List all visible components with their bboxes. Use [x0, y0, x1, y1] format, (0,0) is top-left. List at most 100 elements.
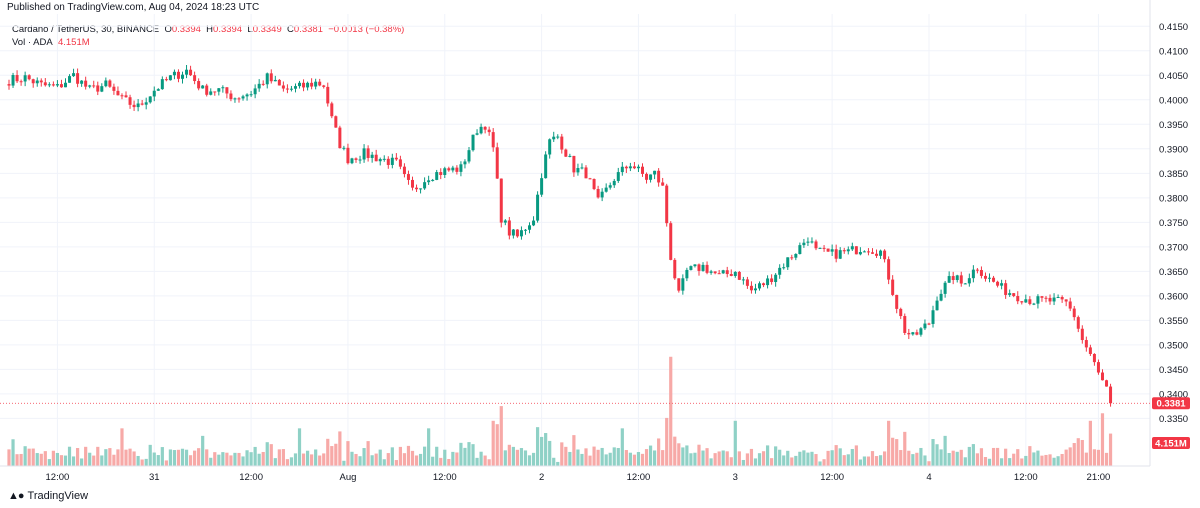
candle-body [1008, 293, 1012, 295]
volume-bar [205, 449, 209, 466]
candle-body [955, 275, 959, 281]
volume-bar [116, 449, 120, 466]
candle-body [136, 103, 140, 108]
candle-body [1032, 303, 1036, 305]
candle-body [802, 242, 806, 246]
volume-bar [761, 451, 766, 466]
volume-bar [172, 450, 177, 466]
volume-bar [301, 453, 306, 466]
close-value: 0.3381 [293, 24, 323, 35]
volume-bar [197, 448, 201, 466]
candle-body [556, 136, 560, 138]
candle-body [120, 95, 124, 97]
candle-body [911, 332, 915, 335]
candle-body [620, 166, 624, 173]
candle-body [261, 83, 265, 85]
volume-bar [1064, 449, 1068, 466]
volume-bar [31, 448, 35, 466]
volume-bar [955, 451, 959, 466]
candle-body [39, 80, 43, 83]
volume-bar [1004, 448, 1008, 466]
candle-body [43, 82, 47, 86]
candle-body [988, 277, 992, 279]
candle-body [499, 178, 503, 223]
y-tick-label: 0.4100 [1159, 46, 1188, 57]
volume-bar [588, 455, 592, 466]
candle-body [374, 154, 378, 162]
candle-body [112, 86, 116, 91]
candle-body [88, 85, 92, 87]
volume-bar [427, 428, 431, 466]
candle-body [507, 220, 511, 236]
candle-body [181, 74, 185, 79]
volume-bar [120, 428, 124, 466]
candle-body [741, 279, 745, 281]
last-price-marker [1152, 397, 1190, 410]
candle-body [1012, 293, 1016, 297]
volume-bar [947, 453, 951, 466]
volume-bar [1096, 449, 1101, 466]
tradingview-brand[interactable]: ▲● TradingView [8, 490, 88, 502]
volume-bar [560, 442, 564, 466]
volume-bar [729, 457, 733, 466]
volume-bar [217, 454, 221, 466]
candle-body [774, 274, 778, 282]
x-tick-label: 4 [926, 472, 931, 483]
volume-bar [382, 459, 386, 466]
volume-bar [410, 450, 415, 466]
candle-body [265, 73, 269, 85]
candle-body [76, 73, 80, 84]
candle-body [483, 126, 487, 130]
volume-bar [374, 453, 378, 466]
candle-body [580, 167, 584, 169]
candle-body [334, 116, 338, 128]
candle-body [689, 266, 693, 270]
volume-bar [92, 455, 96, 466]
volume-bar [544, 433, 548, 466]
volume-bar [124, 449, 128, 466]
volume-bar [568, 451, 572, 466]
volume-bar [35, 453, 39, 466]
candle-body [68, 76, 72, 83]
candle-body [370, 154, 374, 158]
candle-body [862, 251, 866, 253]
candle-body [463, 161, 467, 165]
volume-bar [257, 453, 261, 466]
candle-body [362, 148, 366, 160]
candle-body [834, 249, 838, 259]
volume-bar [390, 447, 394, 466]
volume-bar [443, 449, 447, 466]
volume-bar [406, 445, 411, 466]
volume-bar [1084, 452, 1088, 466]
axes: 0.4150 0.4100 0.4050 0.4000 0.3950 0.3900 0.38… [0, 0, 1188, 483]
candle-body [302, 82, 306, 88]
volume-bar [963, 457, 967, 466]
volume-bar [326, 438, 330, 466]
volume-bar [350, 451, 354, 466]
candle-body [346, 147, 350, 164]
volume-bar [677, 443, 681, 466]
candle-body [209, 91, 213, 95]
volume-bar [297, 428, 302, 466]
last-price-label: 0.3381 [1156, 399, 1186, 410]
candle-body [552, 136, 556, 140]
volume-bar [737, 451, 741, 466]
candle-body [983, 275, 987, 279]
symbol-title[interactable]: Cardano / TetherUS, 30, BINANCE [12, 24, 160, 35]
candle-body [495, 147, 499, 179]
volume-bar [435, 446, 439, 466]
volume-bar [967, 446, 971, 466]
volume-bar [745, 453, 750, 466]
candle-body [528, 225, 532, 230]
volume-bar [43, 451, 47, 466]
volume-bar [733, 420, 737, 466]
volume-bar [608, 452, 612, 466]
volume-label[interactable]: Vol · ADA [12, 37, 53, 48]
candle-body [1024, 299, 1028, 303]
volume-bar [596, 449, 600, 466]
candle-body [350, 158, 354, 164]
candle-body [685, 269, 689, 279]
volume-bar [576, 449, 580, 466]
candle-body [310, 82, 314, 87]
